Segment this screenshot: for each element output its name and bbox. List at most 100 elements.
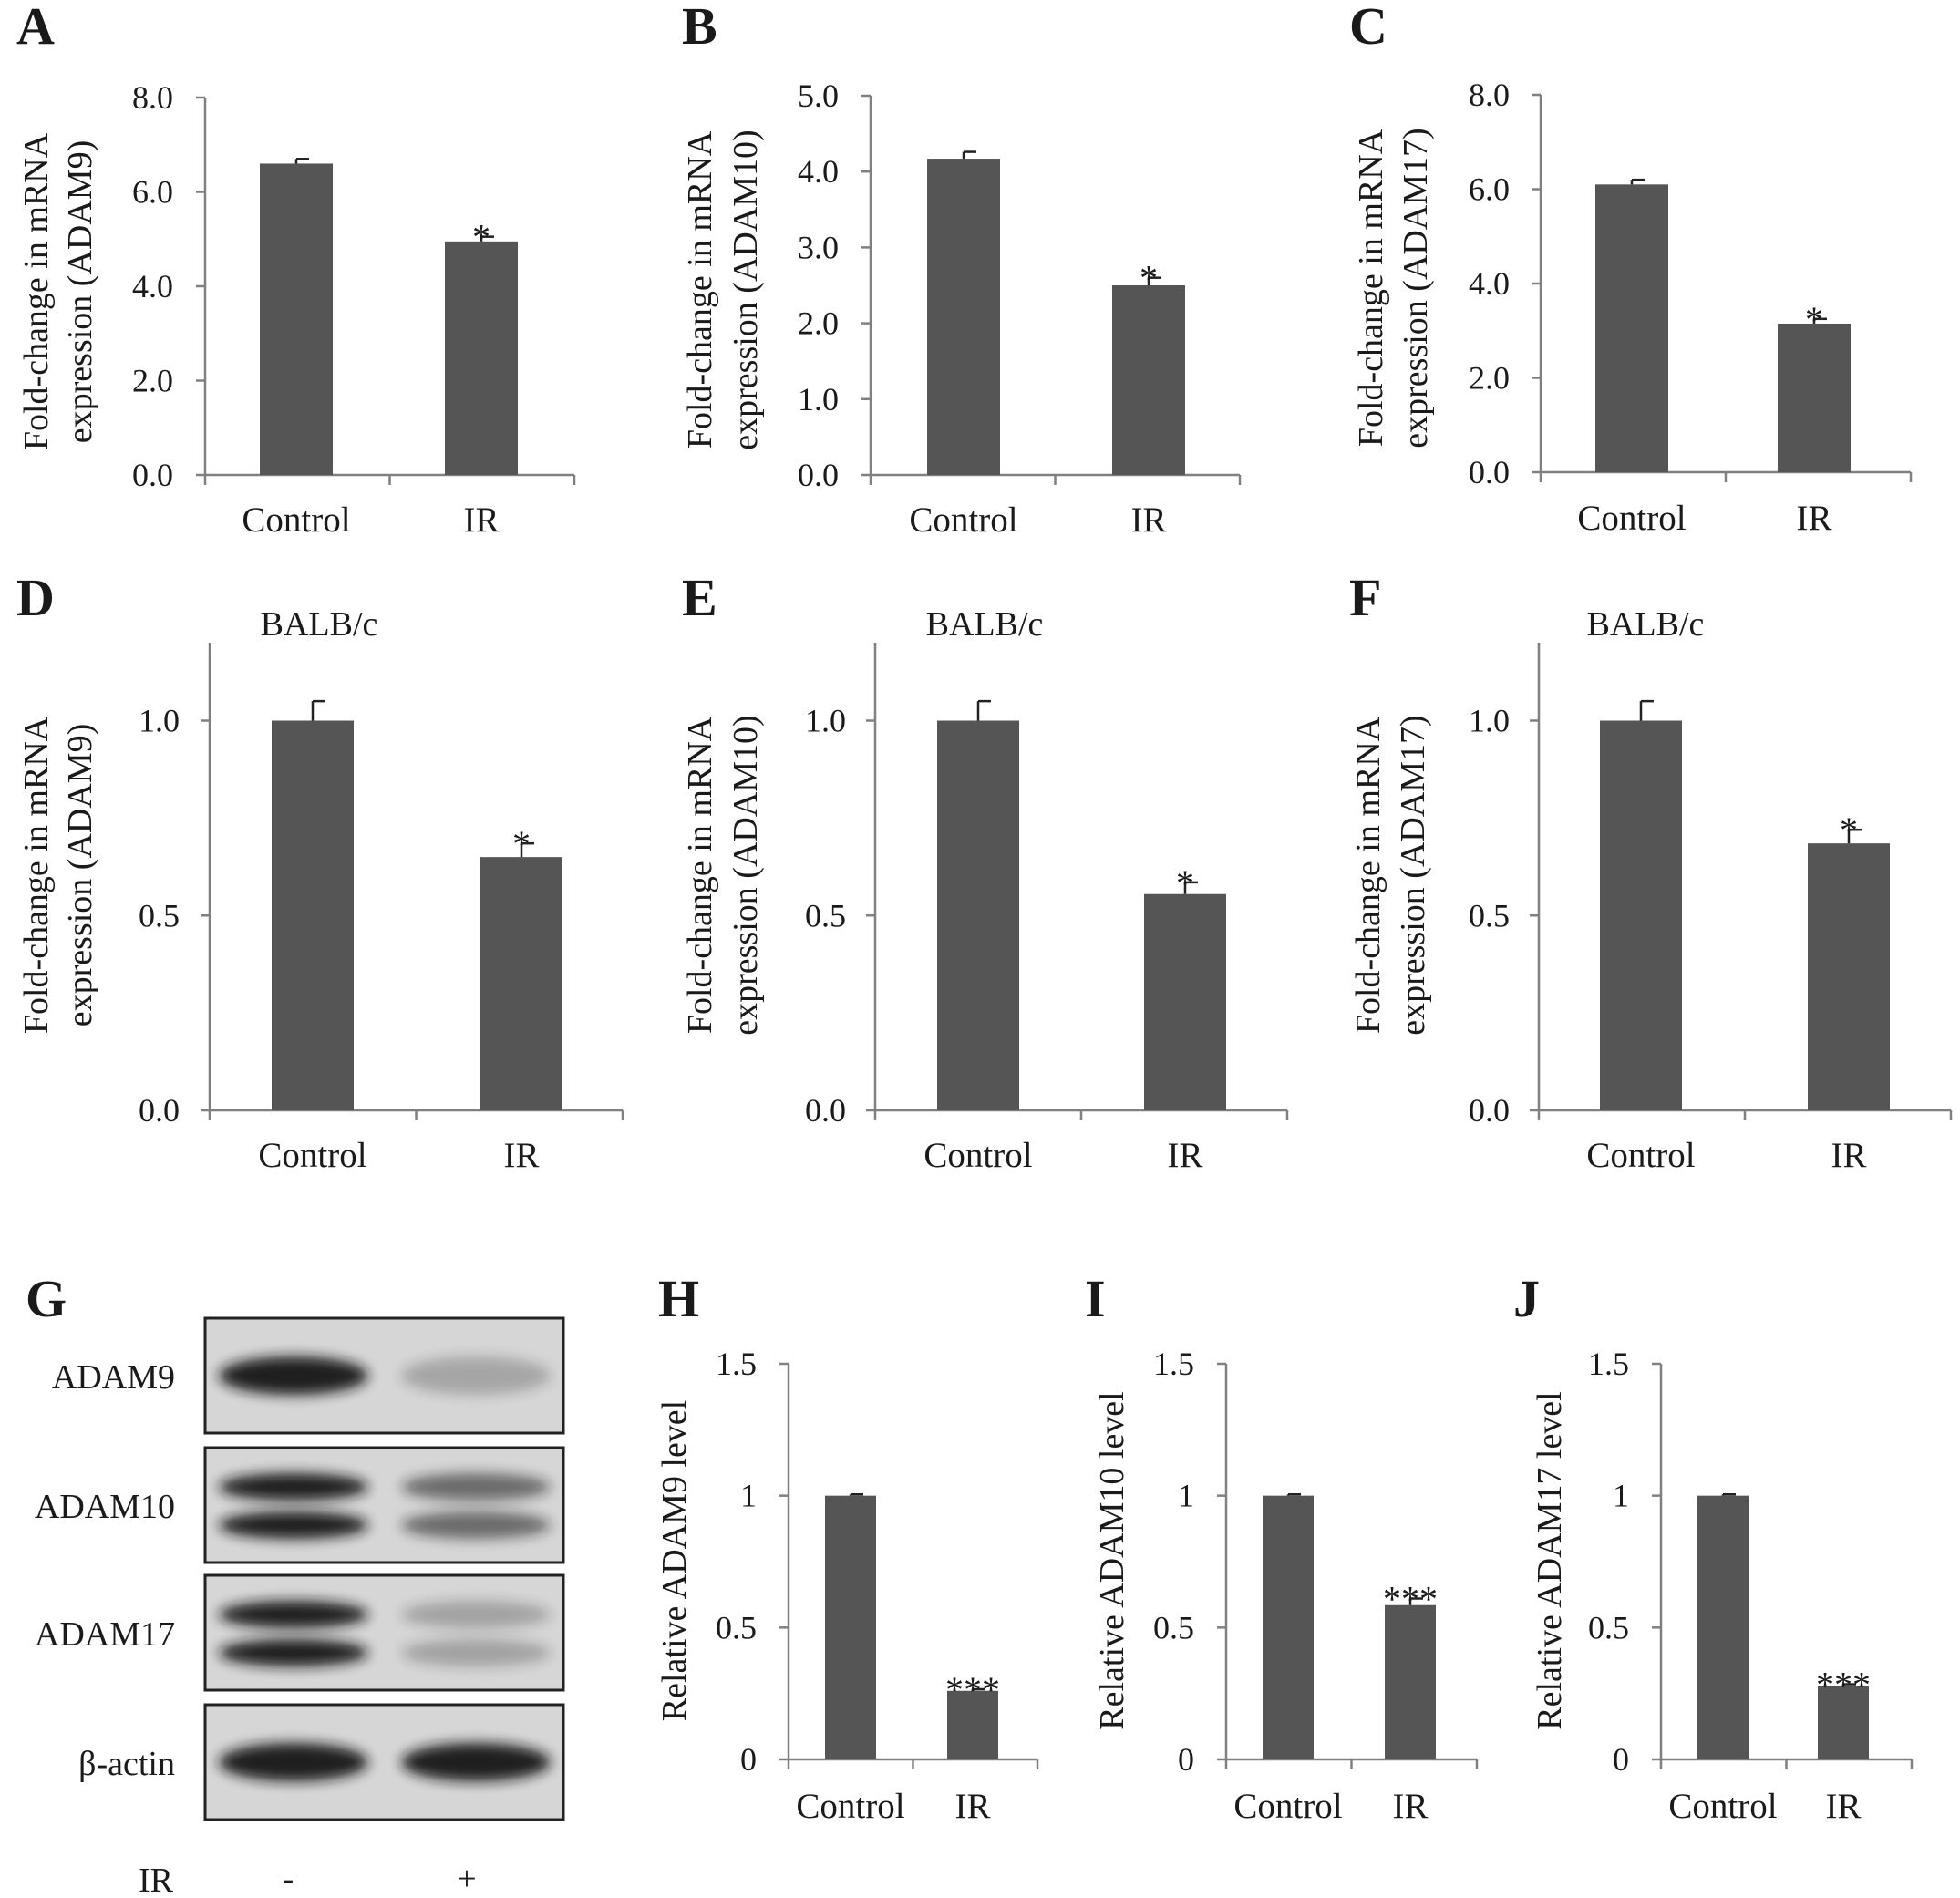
y-tick-label: 1.5 [716, 1346, 757, 1382]
y-tick-label: 0.5 [1469, 897, 1510, 934]
category-label: Control [923, 1136, 1032, 1175]
chart-panel-b: B 0.0 1.0 2.0 3.0 4.0 5.0 Fold-change in mRNA ex… [681, 0, 1242, 540]
chart-panel-h: H 0 0.5 1 1.5 Relative ADAM9 level Control *** I… [655, 1269, 1039, 1826]
y-tick-label: 1 [1178, 1478, 1194, 1514]
y-tick-label: 1 [1613, 1478, 1629, 1514]
error-bar [311, 699, 325, 721]
category-label: Control [242, 500, 350, 540]
y-axis-label: Fold-change in mRNA [1352, 129, 1390, 447]
y-tick-label: 4.0 [132, 268, 173, 304]
y-axis-label: expression (ADAM10) [727, 129, 765, 449]
y-axis-label: expression (ADAM9) [61, 140, 99, 443]
significance-marker: *** [1816, 1665, 1871, 1706]
y-axis-label: Relative ADAM17 level [1531, 1391, 1569, 1729]
chart-subtitle: BALB/c [926, 605, 1044, 644]
category-label: IR [1393, 1787, 1429, 1826]
error-bar [1847, 828, 1862, 844]
blot-row-adam9: ADAM9 [52, 1316, 565, 1435]
panel-letter: E [682, 568, 717, 627]
chart-panel-e: E BALB/c 0.0 0.5 1.0 Fold-change in mRNA expre… [681, 568, 1289, 1175]
blot-row-label: ADAM10 [35, 1488, 175, 1526]
y-tick-label: 0.0 [132, 457, 173, 493]
y-tick-label: 0 [740, 1741, 757, 1778]
bar-ir [1808, 843, 1890, 1110]
error-bar [976, 699, 991, 721]
error-bar [480, 235, 494, 242]
panel-letter: G [26, 1269, 67, 1328]
y-tick-label: 0.0 [139, 1092, 180, 1129]
category-label: IR [504, 1136, 540, 1175]
error-bar [962, 150, 976, 160]
y-tick-label: 4.0 [798, 153, 839, 190]
y-tick-label: 1.5 [1588, 1346, 1629, 1382]
category-label: Control [1577, 499, 1686, 538]
error-bar [1286, 1492, 1301, 1496]
y-axis-label: Fold-change in mRNA [1349, 716, 1387, 1034]
y-tick-label: 1.5 [1153, 1346, 1194, 1382]
blot-row-label: β-actin [78, 1745, 175, 1783]
y-tick-label: 8.0 [132, 79, 173, 116]
y-tick-label: 2.0 [1469, 360, 1510, 397]
panel-letter: F [1349, 568, 1381, 627]
error-bar [1812, 317, 1827, 324]
bar-ir [947, 1690, 998, 1759]
error-bar [1147, 276, 1161, 285]
panel-letter: B [682, 0, 717, 56]
blot-band [401, 1743, 551, 1781]
western-blot-panel: G ADAM9 ADAM10 ADAM17 β-actin IR - + [26, 1269, 565, 1898]
bar-control [825, 1495, 876, 1759]
y-tick-label: 3.0 [798, 229, 839, 265]
error-bar [1630, 178, 1645, 185]
bar-control [927, 159, 1000, 475]
category-label: Control [1586, 1136, 1695, 1175]
significance-marker: * [512, 823, 531, 864]
blot-row-adam17: ADAM17 [35, 1573, 565, 1692]
blot-band [219, 1601, 368, 1628]
blot-band [401, 1473, 551, 1501]
bar-ir [1818, 1685, 1869, 1759]
panel-letter: A [16, 0, 55, 56]
error-bar [971, 1687, 985, 1691]
y-tick-label: 0.0 [1469, 454, 1510, 490]
chart-subtitle: BALB/c [261, 605, 378, 644]
category-label: Control [1668, 1787, 1777, 1826]
y-tick-label: 2.0 [798, 305, 839, 342]
blot-row-label: ADAM9 [52, 1358, 175, 1397]
blot-band [219, 1511, 368, 1539]
blot-frame [203, 1573, 565, 1692]
bar-control [1595, 184, 1668, 472]
y-axis-label: expression (ADAM10) [727, 715, 765, 1035]
panel-letter: D [16, 568, 55, 627]
y-axis-label: expression (ADAM9) [61, 724, 99, 1026]
category-label: IR [1168, 1136, 1203, 1175]
error-bar [849, 1492, 863, 1496]
bar-control [1263, 1495, 1314, 1759]
y-tick-label: 0.0 [805, 1092, 846, 1129]
bar-ir [1778, 323, 1851, 472]
error-bar [1721, 1492, 1736, 1496]
y-tick-label: 0 [1178, 1741, 1194, 1778]
blot-frame [203, 1446, 565, 1564]
blot-row-label: ADAM17 [35, 1615, 175, 1654]
error-bar [1639, 699, 1654, 721]
category-label: Control [796, 1787, 904, 1826]
error-bar [1183, 881, 1198, 894]
blot-band [219, 1473, 368, 1501]
blot-band [401, 1639, 551, 1666]
y-tick-label: 0.5 [805, 897, 846, 934]
category-label: Control [1233, 1787, 1342, 1826]
chart-panel-f: F BALB/c 0.0 0.5 1.0 Fold-change in mRNA expre… [1349, 568, 1953, 1175]
blot-band [401, 1601, 551, 1628]
blot-band [219, 1743, 368, 1781]
y-tick-label: 0.5 [716, 1609, 757, 1645]
chart-panel-a: A 0.0 2.0 4.0 6.0 8.0 Fold-change in mRNA expre… [16, 0, 576, 540]
blot-row-adam10: ADAM10 [35, 1446, 565, 1564]
blot-row-actin: β-actin [78, 1703, 565, 1821]
blot-band [401, 1356, 551, 1395]
error-bar [1841, 1683, 1856, 1686]
category-label: Control [258, 1136, 366, 1175]
chart-subtitle: BALB/c [1587, 605, 1705, 644]
condition-label: IR [139, 1862, 174, 1898]
